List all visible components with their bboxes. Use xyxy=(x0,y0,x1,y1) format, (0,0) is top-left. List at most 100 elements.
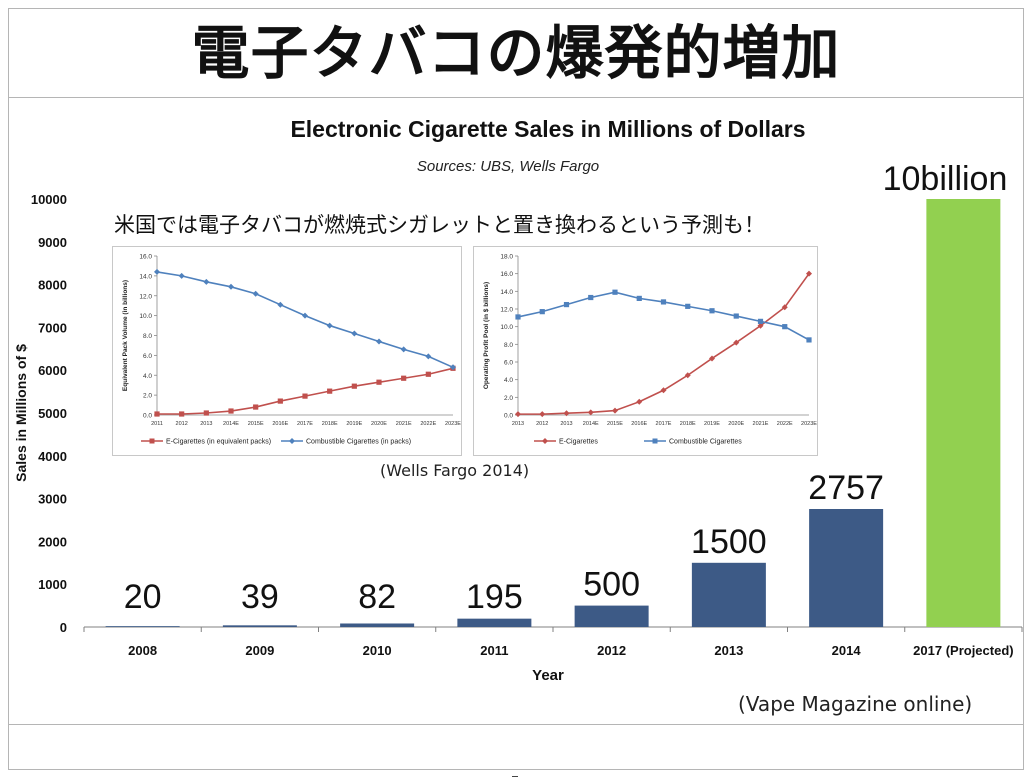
inset-data-point xyxy=(782,324,788,330)
y-tick-label: 9000 xyxy=(38,235,67,250)
inset-data-point xyxy=(302,312,308,319)
bar-value-label: 500 xyxy=(583,566,640,604)
inset-data-point xyxy=(684,372,691,379)
bar xyxy=(574,605,649,627)
bar-value-label: 82 xyxy=(358,578,396,616)
inset-legend-label: E-Cigarettes xyxy=(559,439,598,446)
inset-data-point xyxy=(277,301,284,308)
inset-legend-marker xyxy=(542,438,548,444)
inset-data-point xyxy=(733,313,739,319)
profit-pool-inset-chart: 0.0 2.0 4.0 6.0 8.0 10.0 12.0 14.0 16.0 18.0 2013 2… xyxy=(473,246,818,456)
y-tick-label: 3000 xyxy=(38,492,67,507)
inset-data-point xyxy=(400,346,407,353)
x-tick-label: 2010 xyxy=(363,643,392,658)
x-tick-label: 2014 xyxy=(832,643,862,658)
inset-data-point xyxy=(563,410,570,417)
inset-y-tick-label: 8.0 xyxy=(143,333,152,340)
inset-data-point xyxy=(351,383,357,389)
bar-value-label: 20 xyxy=(124,578,162,616)
inset-data-point xyxy=(228,283,234,290)
inset-data-point xyxy=(806,270,812,277)
inset-data-point xyxy=(203,278,210,285)
inset-x-tick-label: 2022E xyxy=(777,421,793,427)
inset-y-axis-title: Operating Profit Pool (in $ billions) xyxy=(483,282,490,389)
inset-data-point xyxy=(425,371,431,377)
inset-x-tick-label: 2013 xyxy=(512,421,524,427)
inset-data-point xyxy=(709,308,715,314)
inset-x-tick-label: 2023E xyxy=(445,421,461,427)
inset-x-tick-label: 2017E xyxy=(656,421,672,427)
footer-divider xyxy=(8,724,1024,725)
inset-x-tick-label: 2021E xyxy=(753,421,769,427)
inset-x-tick-label: 2012 xyxy=(176,421,188,427)
title-band: 電子タバコの爆発的増加 xyxy=(8,8,1024,98)
y-axis-title: Sales in Millions of $ xyxy=(13,344,29,482)
main-source-citation: (Vape Magazine online) xyxy=(738,692,973,716)
inset-data-point xyxy=(425,353,432,360)
inset-legend-label: Combustible Cigarettes xyxy=(669,439,742,446)
inset-x-tick-label: 2013 xyxy=(200,421,212,427)
inset-data-point xyxy=(588,294,594,301)
inset-x-tick-label: 2019E xyxy=(704,421,720,427)
inset-y-tick-label: 6.0 xyxy=(143,353,152,360)
inset-y-tick-label: 14.0 xyxy=(500,289,513,296)
slide-frame xyxy=(8,8,1024,770)
x-tick-label: 2008 xyxy=(128,643,157,658)
inset-data-point xyxy=(277,398,283,404)
inset-y-tick-label: 2.0 xyxy=(504,395,513,402)
y-tick-label: 6000 xyxy=(38,363,67,378)
inset-x-tick-label: 2013 xyxy=(560,421,572,427)
pack-volume-inset-chart: 0.0 2.0 4.0 6.0 8.0 10.0 12.0 14.0 16.0 2011 2012 2… xyxy=(112,246,462,456)
inset-data-point xyxy=(178,272,185,279)
inset-data-point xyxy=(376,338,382,345)
inset-data-point xyxy=(203,410,209,416)
inset-y-tick-label: 6.0 xyxy=(504,360,513,367)
inset-data-point xyxy=(636,398,643,405)
inset-y-tick-label: 0.0 xyxy=(504,413,513,420)
bar-value-label: 195 xyxy=(466,578,523,616)
chart-title: Electronic Cigarette Sales in Millions o… xyxy=(290,116,805,142)
bar xyxy=(222,625,297,627)
inset-data-point xyxy=(685,303,691,309)
inset-x-tick-label: 2018E xyxy=(322,421,338,427)
inset-y-tick-label: 12.0 xyxy=(139,293,152,300)
bar-value-label: 10billion xyxy=(883,160,1008,198)
inset-data-point xyxy=(709,355,715,362)
inset-y-tick-label: 4.0 xyxy=(504,377,513,384)
inset-legend-marker xyxy=(149,438,155,444)
inset-data-point xyxy=(376,379,382,385)
bar xyxy=(340,623,415,627)
inset-x-tick-label: 2012 xyxy=(536,421,548,427)
inset-data-point xyxy=(660,387,667,394)
inset-data-point xyxy=(612,407,618,414)
y-tick-label: 5000 xyxy=(38,406,67,421)
inset-y-tick-label: 8.0 xyxy=(504,342,513,349)
inset-x-tick-label: 2021E xyxy=(396,421,412,427)
inset-x-tick-label: 2022E xyxy=(420,421,436,427)
y-tick-label: 8000 xyxy=(38,278,67,293)
bar xyxy=(457,618,532,627)
y-tick-label: 10000 xyxy=(31,192,67,207)
inset-y-axis-title: Equivalent Pack Volume (in billions) xyxy=(122,280,129,391)
inset-x-tick-label: 2014E xyxy=(223,421,239,427)
y-tick-label: 4000 xyxy=(38,449,67,464)
inset-y-tick-label: 4.0 xyxy=(143,373,152,380)
inset-x-tick-label: 2015E xyxy=(248,421,264,427)
inset-x-tick-label: 2014E xyxy=(583,421,599,427)
inset-data-point xyxy=(327,388,333,394)
inset-x-tick-label: 2020E xyxy=(728,421,744,427)
inset-data-point xyxy=(351,330,358,337)
bar-value-label: 2757 xyxy=(808,469,884,507)
page-mark xyxy=(512,776,518,777)
x-tick-label: 2013 xyxy=(714,643,743,658)
inset-y-tick-label: 10.0 xyxy=(500,324,513,331)
inset-data-point xyxy=(757,322,764,329)
inset-data-point xyxy=(636,295,642,301)
bar-value-label: 39 xyxy=(241,578,279,616)
inset-y-tick-label: 14.0 xyxy=(139,273,152,280)
chart-subtitle: Sources: UBS, Wells Fargo xyxy=(417,158,599,175)
inset-data-point xyxy=(733,339,740,346)
inset-data-point xyxy=(179,411,185,417)
y-tick-label: 2000 xyxy=(38,534,67,549)
